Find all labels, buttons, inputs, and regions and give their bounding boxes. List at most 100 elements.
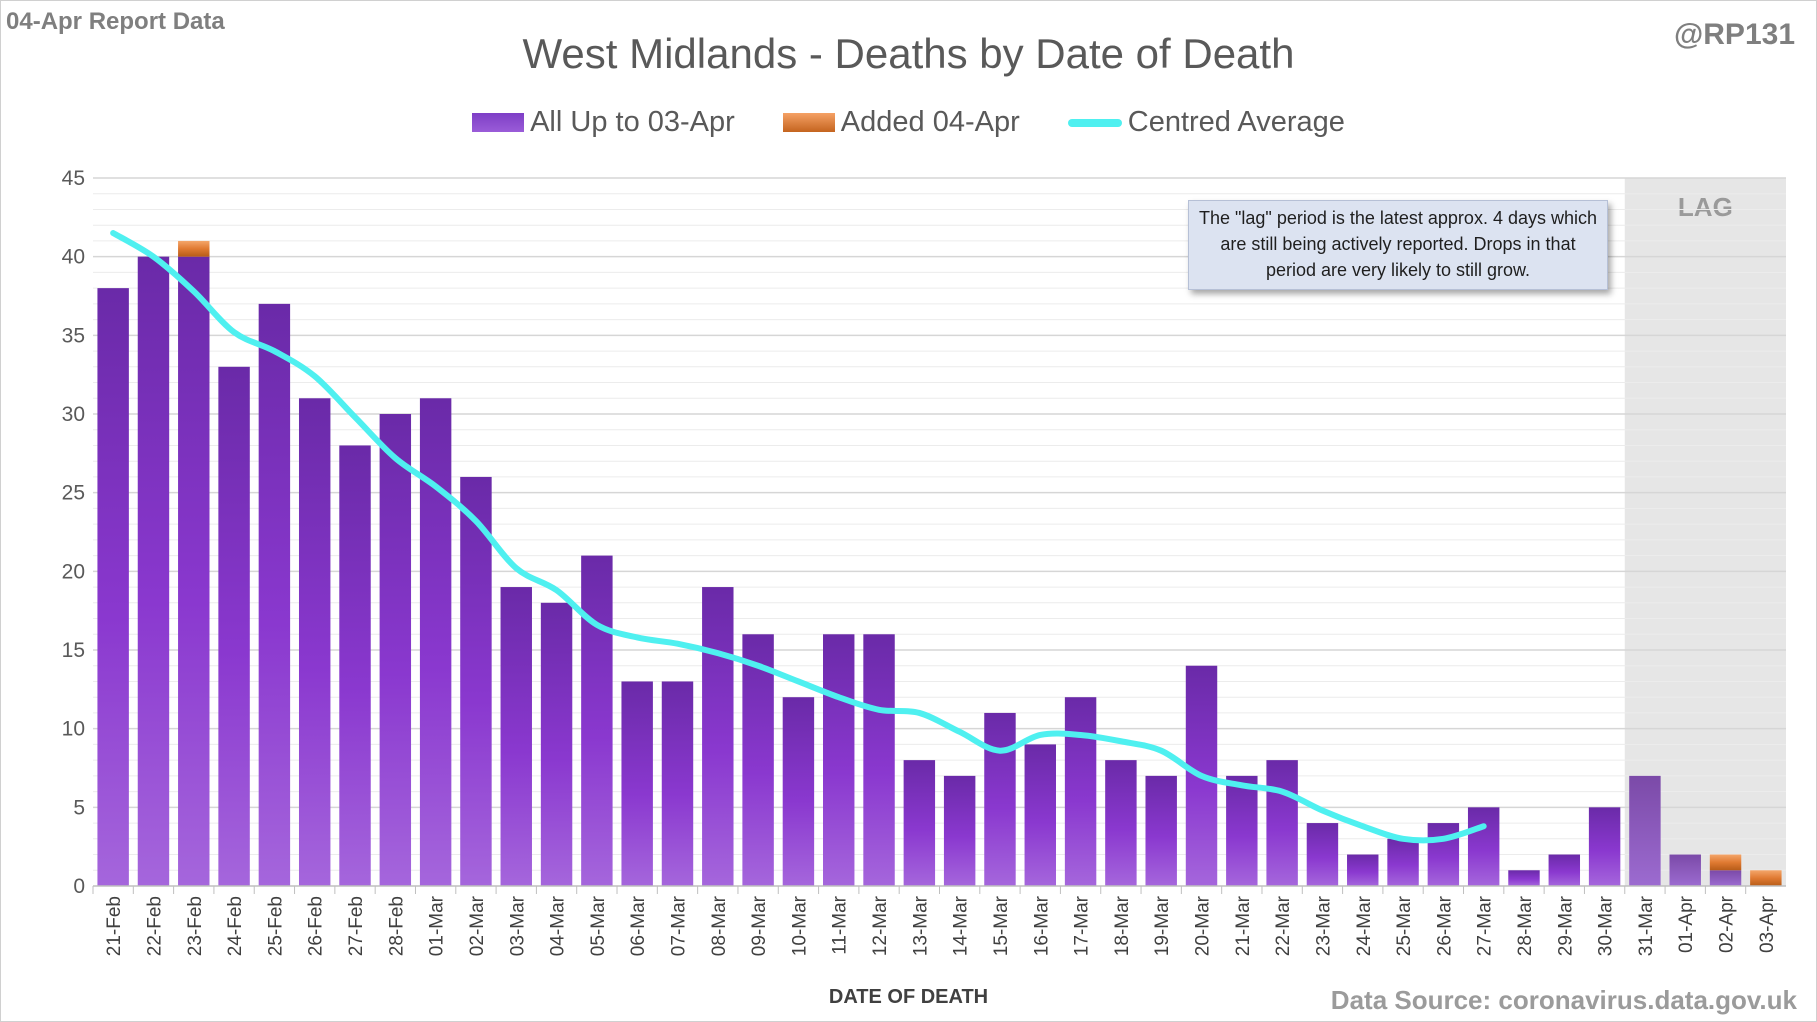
bar-base: [823, 634, 855, 886]
report-date-label: 04-Apr Report Data: [6, 8, 225, 35]
bar-base: [1548, 854, 1581, 886]
bar-base: [1669, 854, 1701, 886]
x-tick-label: 11-Mar: [830, 895, 851, 954]
x-tick-label: 05-Mar: [588, 895, 609, 956]
bar-base: [984, 712, 1016, 886]
x-axis-title: DATE OF DEATH: [828, 986, 989, 1008]
bar-base: [1427, 823, 1460, 886]
x-tick-label: 07-Mar: [668, 895, 689, 956]
x-tick-label: 19-Mar: [1152, 895, 1173, 956]
y-tick-label: 20: [62, 560, 85, 583]
bar-base: [1588, 807, 1621, 886]
bar-base: [298, 398, 331, 886]
legend-swatch-base: [472, 113, 525, 132]
x-tick-label: 21-Mar: [1233, 895, 1254, 956]
x-tick-label: 15-Mar: [991, 895, 1012, 956]
bar-base: [1145, 775, 1177, 886]
bar-base: [1467, 807, 1500, 886]
bar-base: [1347, 854, 1379, 886]
bar-base: [258, 303, 291, 886]
x-tick-label: 17-Mar: [1072, 895, 1093, 956]
x-tick-label: 25-Feb: [265, 896, 286, 956]
bar-base: [460, 476, 492, 886]
bar-base: [903, 760, 936, 886]
bar-base: [1266, 760, 1298, 886]
x-tick-label: 06-Mar: [628, 895, 649, 956]
bar-base: [1306, 823, 1339, 886]
bar-base: [540, 602, 573, 886]
bar-base: [581, 555, 613, 886]
bar-base: [782, 697, 815, 886]
x-tick-label: 28-Mar: [1515, 895, 1536, 956]
chart-legend: All Up to 03-Apr Added 04-Apr Centred Av…: [0, 106, 1817, 139]
bar-base: [742, 634, 774, 886]
x-tick-label: 24-Mar: [1354, 895, 1375, 956]
x-tick-label: 28-Feb: [386, 896, 407, 956]
bar-base: [339, 445, 371, 886]
bar-base: [500, 587, 532, 886]
chart-title: West Midlands - Deaths by Date of Death: [522, 30, 1295, 77]
lag-region: [1624, 178, 1786, 886]
bar-base: [419, 398, 452, 886]
y-tick-label: 30: [62, 403, 85, 426]
x-tick-label: 03-Apr: [1757, 895, 1778, 953]
bar-base: [1508, 870, 1540, 886]
y-tick-label: 45: [62, 167, 85, 190]
bar-base: [178, 256, 210, 887]
lag-note: The "lag" period is the latest approx. 4…: [1188, 200, 1608, 290]
data-source: Data Source: coronavirus.data.gov.uk: [1330, 985, 1797, 1015]
x-tick-label: 23-Mar: [1313, 895, 1334, 956]
x-tick-label: 02-Mar: [467, 895, 488, 956]
x-tick-label: 27-Feb: [346, 896, 367, 956]
x-tick-label: 25-Mar: [1394, 895, 1415, 956]
x-tick-label: 13-Mar: [910, 895, 931, 956]
x-tick-label: 26-Feb: [306, 896, 327, 956]
x-tick-label: 30-Mar: [1596, 895, 1617, 956]
y-tick-label: 5: [73, 796, 85, 819]
x-tick-label: 29-Mar: [1555, 895, 1576, 956]
x-tick-label: 03-Mar: [507, 895, 528, 956]
legend-label-base: All Up to 03-Apr: [530, 106, 735, 138]
x-tick-label: 02-Apr: [1717, 895, 1738, 953]
x-tick-label: 23-Feb: [185, 896, 206, 956]
legend-label-average: Centred Average: [1127, 106, 1345, 138]
bar-base: [1709, 870, 1742, 886]
y-tick-label: 25: [62, 482, 85, 505]
x-tick-label: 01-Mar: [427, 895, 448, 956]
bar-base: [863, 634, 895, 886]
bar-added: [1750, 870, 1782, 886]
bar-added: [178, 240, 210, 257]
legend-item-added: Added 04-Apr: [782, 106, 1020, 139]
x-tick-label: 20-Mar: [1193, 895, 1214, 956]
y-tick-label: 40: [62, 246, 85, 269]
bar-base: [218, 366, 250, 886]
y-tick-label: 35: [62, 324, 85, 347]
x-tick-label: 31-Mar: [1636, 895, 1657, 956]
x-tick-label: 04-Mar: [548, 895, 569, 956]
author-handle: @RP131: [1674, 18, 1795, 51]
bar-base: [943, 775, 976, 886]
x-tick-label: 21-Feb: [104, 896, 125, 956]
bar-base: [621, 681, 653, 886]
bar-base: [97, 288, 129, 887]
legend-label-added: Added 04-Apr: [840, 106, 1020, 138]
bar-base: [1226, 775, 1258, 886]
x-tick-label: 14-Mar: [951, 895, 972, 956]
x-tick-label: 22-Mar: [1273, 895, 1294, 956]
legend-swatch-added: [782, 113, 835, 132]
bar-base: [661, 681, 694, 886]
x-tick-label: 12-Mar: [870, 895, 891, 956]
legend-swatch-average: [1067, 118, 1122, 127]
x-tick-label: 18-Mar: [1112, 895, 1133, 956]
bar-base: [702, 587, 734, 886]
legend-item-average: Centred Average: [1067, 106, 1345, 139]
x-tick-label: 01-Apr: [1676, 895, 1697, 953]
y-tick-label: 0: [73, 875, 85, 898]
bar-base: [1024, 744, 1056, 886]
bar-base: [1629, 775, 1661, 886]
bar-base: [1064, 697, 1097, 886]
bar-base: [137, 256, 170, 887]
x-tick-label: 10-Mar: [789, 895, 810, 956]
y-tick-label: 10: [62, 718, 85, 741]
